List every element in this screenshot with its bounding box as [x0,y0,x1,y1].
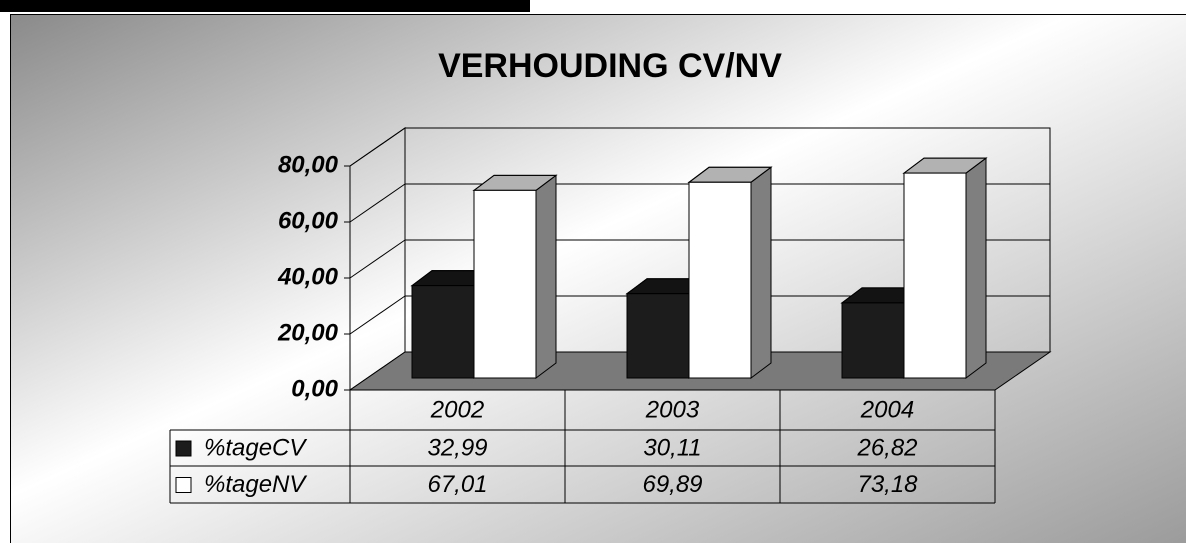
data-label: 73,18 [857,471,918,498]
bar [902,157,988,379]
data-label: 26,82 [856,434,917,461]
x-tick-label: 2003 [645,396,700,423]
bar [472,174,558,379]
bar-side-shade [751,167,771,378]
data-label: 32,99 [427,434,487,461]
grid-line [349,239,406,279]
bar-front [903,172,967,379]
x-tick-label: 2002 [430,396,484,423]
y-tick-label: 40,00 [277,263,339,290]
legend-label: %tageNV [204,471,307,498]
grid-line [349,183,406,223]
y-tick-label: 20,00 [277,319,339,346]
bar [687,166,773,379]
bar-side-shade [536,175,556,378]
y-tick-label: 0,00 [291,375,338,402]
y-tick-label: 60,00 [278,207,339,234]
legend-label: %tageCV [204,434,307,461]
bar-front [688,181,752,379]
grid-line [349,295,406,335]
bar-front [841,302,905,379]
data-label: 69,89 [642,471,702,498]
data-label: 67,01 [427,471,487,498]
bar-front [626,293,690,379]
data-label: 30,11 [643,434,701,461]
y-tick-label: 80,00 [278,151,339,178]
legend-key [175,440,192,457]
bar-front [411,285,475,379]
chart-frame [10,14,1186,543]
legend-key [175,477,192,493]
top-bar [0,0,530,12]
chart-title: VERHOUDING CV/NV [438,47,782,85]
bar-front [473,189,537,379]
bar-side-shade [966,158,986,378]
x-tick-label: 2004 [860,396,914,423]
grid-line [349,127,406,167]
